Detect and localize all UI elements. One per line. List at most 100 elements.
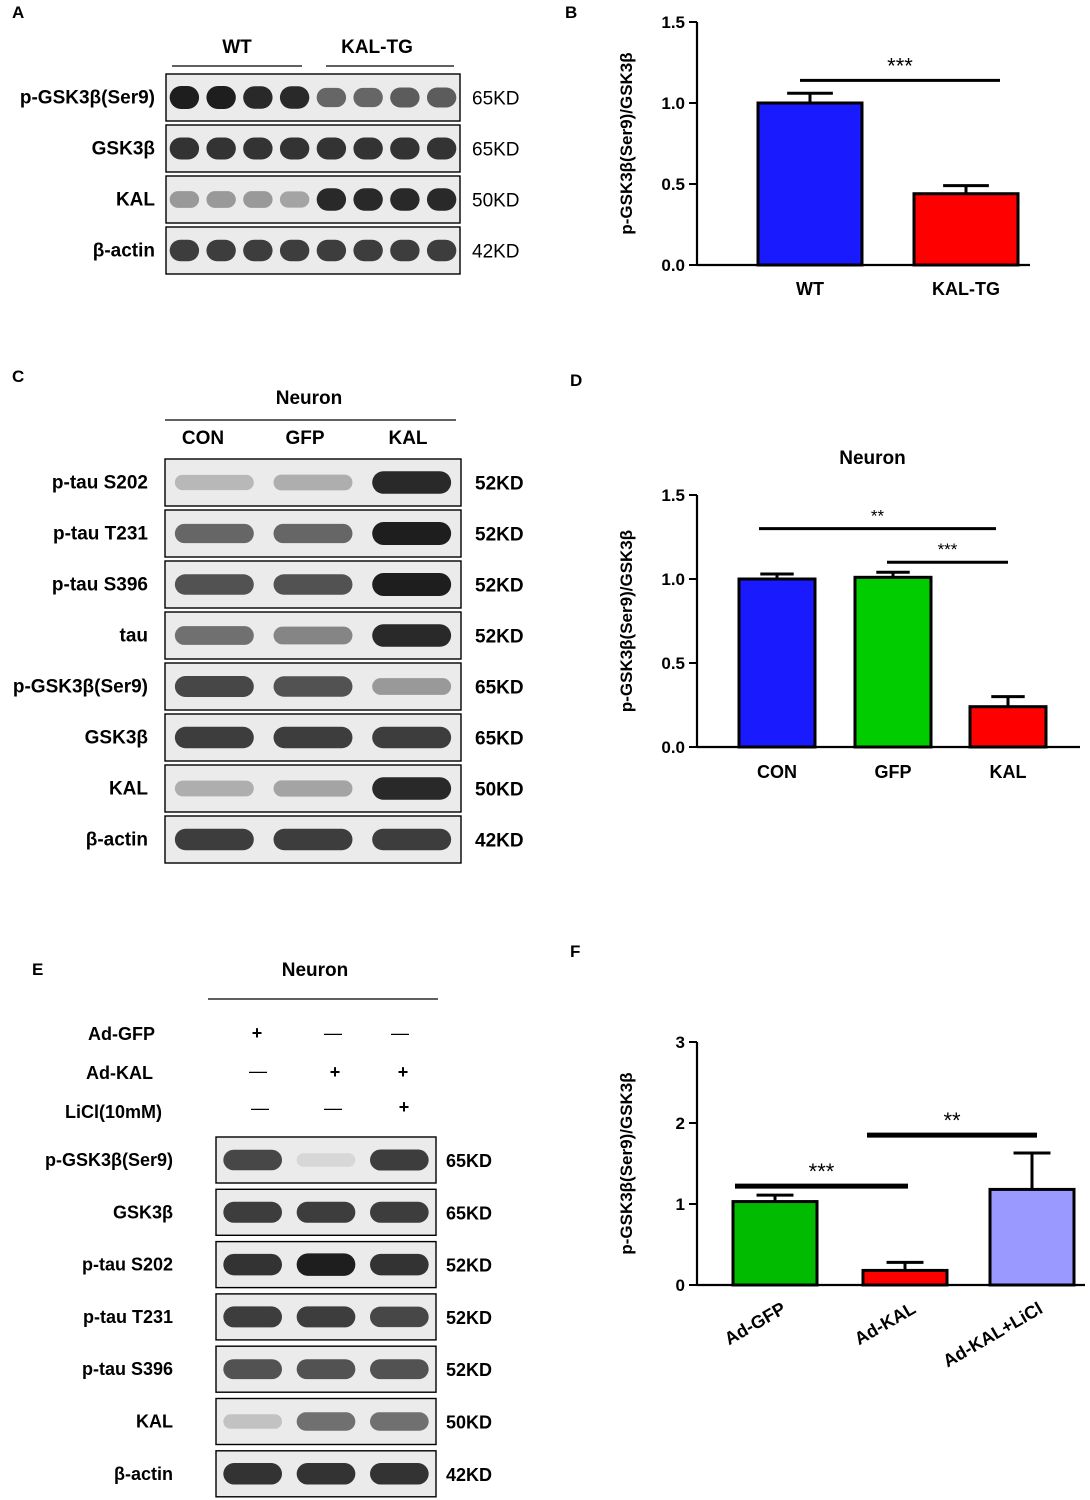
chart-f-ytick-label-1: 0 xyxy=(676,1276,685,1295)
blot-c-band-p-tau-s396-3 xyxy=(372,573,452,596)
blot-c-kd-actin: 42KD xyxy=(475,831,524,852)
chart-f-xtick-label-ad-gfp: Ad-GFP xyxy=(721,1298,789,1349)
blot-e-blot: p-GSK3β(Ser9) 65KD GSK3β 65KD p-tau S202 52KD… xyxy=(45,1136,492,1498)
chart-b-xtick-label-wt: WT xyxy=(796,279,824,299)
blot-a-band-kal-3 xyxy=(243,191,273,208)
blot-a-band-gsk3-5 xyxy=(316,137,347,160)
chart-f-sig-label-2: ** xyxy=(943,1108,961,1133)
chart-d: Neuron p-GSK3β(Ser9)/GSK3β 0.0 0.5 1.0 1.5 CON… xyxy=(617,448,1080,782)
blot-c-row-label-kal: KAL xyxy=(109,779,148,800)
blot-a-kd-gsk3: 65KD xyxy=(472,140,520,161)
blot-e-row-label-actin: β-actin xyxy=(114,1464,173,1484)
blot-a-band-actin-7 xyxy=(390,239,420,262)
blot-c-band-p-tau-s202-2 xyxy=(273,474,353,491)
blot-c-band-actin-3 xyxy=(372,828,452,851)
blot-e-row-label-kal: KAL xyxy=(136,1412,173,1432)
blot-a-band-kal-5 xyxy=(316,188,347,211)
blot-a-kd-kal: 50KD xyxy=(472,191,520,212)
blot-a-band-gsk3-3 xyxy=(243,137,273,160)
blot-c-band-p-tau-t231-2 xyxy=(273,523,353,544)
blot-a-band-actin-3 xyxy=(243,239,273,262)
blot-a-band-p-gsk3-ser9-7 xyxy=(390,87,420,108)
blot-a-row-label-p-gsk3-ser9: p-GSK3β(Ser9) xyxy=(20,88,155,109)
blot-a-band-gsk3-1 xyxy=(169,137,200,160)
blot-a-band-kal-8 xyxy=(426,188,457,211)
panel-letter-c: C xyxy=(12,367,24,386)
blot-a-band-p-gsk3-ser9-3 xyxy=(243,86,273,109)
blot-e-band-p-gsk3-ser9-3 xyxy=(370,1149,429,1171)
blot-c-band-gsk3-1 xyxy=(174,726,254,749)
chart-b: p-GSK3β(Ser9)/GSK3β 0.0 0.5 1.0 1.5 WT KAL-TG *… xyxy=(617,13,1030,299)
chart-d-xtick-label-kal: KAL xyxy=(990,762,1027,782)
blot-e-cond-adkal-mark-1: — xyxy=(249,1061,267,1081)
chart-f-ytick-label-2: 1 xyxy=(676,1195,685,1214)
blot-c-kd-p-gsk3-ser9: 65KD xyxy=(475,678,524,699)
blot-a-group-wt: WT xyxy=(222,37,252,58)
chart-b-ytick-label-3: 1.0 xyxy=(661,94,685,113)
blot-c-row-label-p-tau-s396: p-tau S396 xyxy=(52,575,148,596)
blot-a-group-kaltg: KAL-TG xyxy=(341,37,413,58)
blot-e-band-actin-3 xyxy=(370,1463,429,1485)
blot-e-row-label-p-gsk3-ser9: p-GSK3β(Ser9) xyxy=(45,1150,173,1170)
panel-letter-d: D xyxy=(570,371,582,390)
blot-a-band-p-gsk3-ser9-4 xyxy=(279,86,310,109)
chart-f: p-GSK3β(Ser9)/GSK3β 0 1 2 3 Ad-GFP Ad-KAL Ad-KA… xyxy=(617,1033,1085,1371)
blot-e-band-gsk3-3 xyxy=(370,1201,429,1223)
blot-e-cond-adgfp-mark-2: — xyxy=(324,1023,342,1043)
blot-e-kd-kal: 50KD xyxy=(446,1413,492,1433)
chart-b-ytick-label-1: 0.0 xyxy=(661,256,685,275)
blot-e-band-p-tau-t231-3 xyxy=(370,1306,429,1328)
blot-e-band-kal-1 xyxy=(223,1414,282,1429)
chart-d-title: Neuron xyxy=(839,448,906,469)
blot-e-kd-p-tau-s396: 52KD xyxy=(446,1360,492,1380)
blot-a-kd-actin: 42KD xyxy=(472,242,520,263)
blot-e-cond-adkal-mark-3: + xyxy=(398,1062,409,1082)
chart-b-sig-label-1: *** xyxy=(887,53,913,78)
blot-a-band-p-gsk3-ser9-1 xyxy=(169,86,200,109)
blot-a-band-gsk3-4 xyxy=(279,137,310,160)
blot-e-cond-licl: LiCl(10mM) xyxy=(65,1102,162,1122)
blot-e-cond-licl-mark-3: + xyxy=(399,1097,410,1117)
blot-a-band-gsk3-7 xyxy=(390,137,420,160)
chart-b-ytick-label-4: 1.5 xyxy=(661,13,685,32)
chart-d-sig-label-2: *** xyxy=(938,540,958,559)
blot-a-band-gsk3-6 xyxy=(353,137,383,160)
chart-d-ytick-label-1: 0.0 xyxy=(661,738,685,757)
blot-c-band-actin-2 xyxy=(273,828,353,851)
blot-e-band-actin-2 xyxy=(296,1463,356,1485)
blot-a-band-gsk3-2 xyxy=(206,137,236,160)
blot-e-band-p-tau-t231-2 xyxy=(296,1306,356,1328)
chart-b-xtick-label-kal-tg: KAL-TG xyxy=(932,279,1000,299)
blot-c-band-p-gsk3-ser9-2 xyxy=(273,676,353,697)
chart-d-ytick-label-3: 1.0 xyxy=(661,570,685,589)
blot-a-band-kal-1 xyxy=(169,191,200,208)
chart-f-xtick-label-ad-kal-licl: Ad-KAL+LiCl xyxy=(939,1298,1046,1371)
blot-c-band-gsk3-2 xyxy=(273,726,353,749)
blot-a-row-label-actin: β-actin xyxy=(93,241,155,262)
blot-e-row-label-gsk3: GSK3β xyxy=(113,1202,173,1222)
blot-a-band-kal-7 xyxy=(390,188,420,211)
blot-a-band-actin-4 xyxy=(279,239,310,262)
blot-e-band-p-tau-s396-3 xyxy=(370,1359,429,1380)
blot-c-kd-p-tau-s202: 52KD xyxy=(475,474,524,495)
chart-d-ylabel: p-GSK3β(Ser9)/GSK3β xyxy=(617,530,636,712)
blot-e-row-label-p-tau-t231: p-tau T231 xyxy=(83,1307,173,1327)
blot-e-kd-p-tau-s202: 52KD xyxy=(446,1256,492,1276)
blot-a-band-actin-5 xyxy=(316,239,347,262)
blot-a-band-p-gsk3-ser9-2 xyxy=(206,86,236,109)
blot-c-band-kal-2 xyxy=(273,780,353,797)
blot-e-cond-licl-mark-1: — xyxy=(251,1098,269,1118)
blot-c-kd-p-tau-t231: 52KD xyxy=(475,525,524,546)
blot-e-band-kal-3 xyxy=(370,1412,429,1431)
blot-a-row-label-gsk3: GSK3β xyxy=(92,139,155,160)
blot-a-band-kal-2 xyxy=(206,191,236,208)
panel-letter-b: B xyxy=(565,3,577,22)
chart-b-ylabel: p-GSK3β(Ser9)/GSK3β xyxy=(617,52,636,234)
blot-a-band-kal-6 xyxy=(353,188,383,211)
chart-f-ytick-label-4: 3 xyxy=(676,1033,685,1052)
panel-letter-f: F xyxy=(570,942,580,961)
blot-e-band-p-gsk3-ser9-1 xyxy=(223,1149,282,1171)
blot-e-band-actin-1 xyxy=(223,1463,282,1485)
panel-letter-a: A xyxy=(12,3,24,22)
chart-f-sig-label-1: *** xyxy=(809,1159,835,1184)
